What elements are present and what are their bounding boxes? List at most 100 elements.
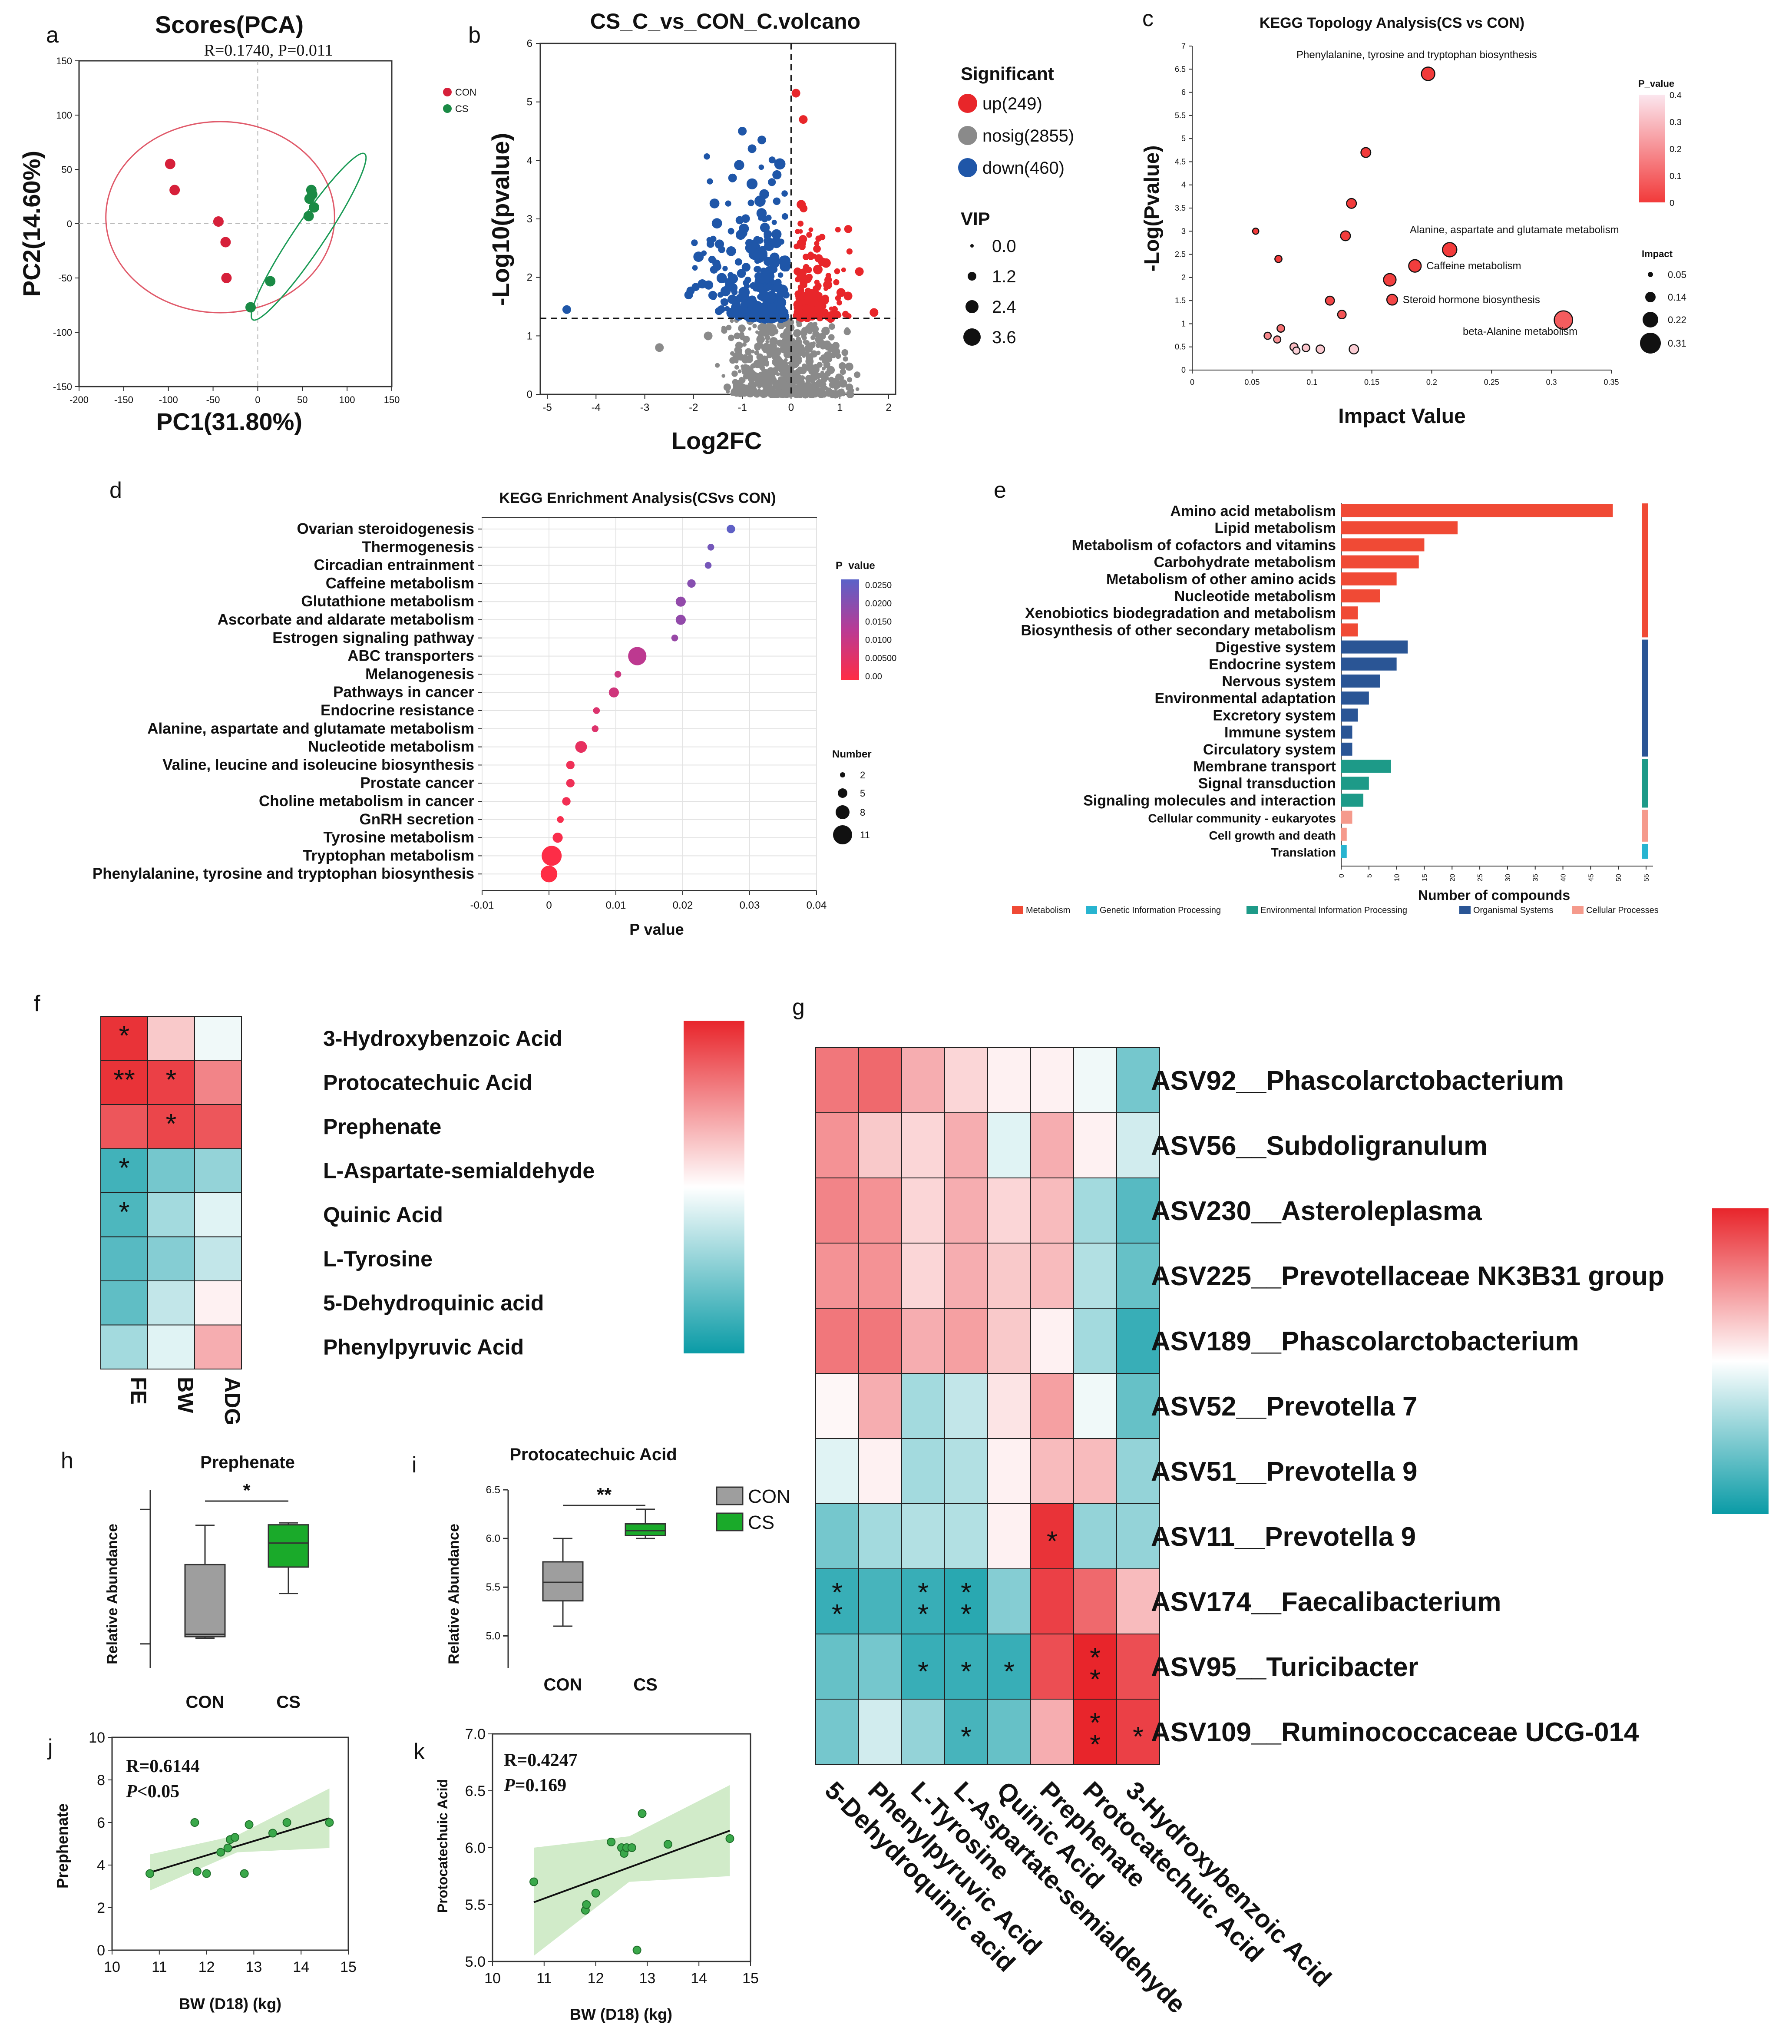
volcano-point-up <box>794 243 800 250</box>
volcano-point-down <box>750 282 757 289</box>
classification-xtick-label: 25 <box>1477 874 1484 882</box>
volcano-legend-title: Significant <box>961 63 1054 84</box>
heatmap-g-cell <box>987 1503 1031 1569</box>
corr-point <box>245 1820 254 1829</box>
heatmap-g-cell <box>987 1112 1031 1178</box>
enrichment-xtick-label: -0.01 <box>470 900 494 911</box>
corr-k-xlabel: BW (D18) (kg) <box>570 2005 672 2023</box>
enrichment-point <box>608 687 619 698</box>
classification-category-label: Environmental adaptation <box>1155 690 1336 707</box>
topology-ytick-label: 2 <box>1181 273 1186 282</box>
volcano-point-up <box>824 276 832 284</box>
legend-cs-box <box>716 1512 744 1531</box>
heatmap-g-row-label: ASV109__Ruminococcaceae UCG-014 <box>1151 1717 1639 1747</box>
volcano-point-down <box>704 280 714 290</box>
enrichment-xtick-label: 0.01 <box>606 900 626 911</box>
classification-legend-swatch <box>1012 906 1023 914</box>
volcano-point-down <box>769 279 775 285</box>
heatmap-g-cell <box>1030 1568 1074 1634</box>
corr-point <box>216 1848 225 1857</box>
heatmap-g-cell <box>1030 1503 1074 1569</box>
volcano-point-down <box>750 298 758 307</box>
enrichment-category-label: Thermogenesis <box>362 539 474 556</box>
volcano-point-up <box>841 267 846 272</box>
volcano-point-down <box>717 305 725 314</box>
pca-point-con <box>213 216 224 227</box>
enrichment-pvalue-tick: 0.0150 <box>865 617 892 627</box>
panel-letter-f: f <box>34 991 40 1016</box>
volcano-ytick-label: 4 <box>527 155 532 166</box>
classification-category-label: Nucleotide metabolism <box>1174 588 1336 605</box>
classification-bar <box>1341 760 1391 773</box>
volcano-point-down <box>743 279 750 286</box>
volcano-point-down <box>784 265 790 272</box>
volcano-point-down <box>757 273 767 284</box>
corr-point <box>607 1837 616 1846</box>
volcano-point-nosig <box>655 343 664 352</box>
volcano-point-nosig <box>739 390 744 395</box>
heatmap-g-row-label: ASV174__Faecalibacterium <box>1151 1587 1501 1617</box>
volcano-point-nosig <box>752 324 757 328</box>
enrichment-point <box>675 596 686 607</box>
heatmap-g-cell <box>944 1243 988 1309</box>
corr-point <box>627 1843 636 1852</box>
corr-xtick-label: 15 <box>340 1959 357 1975</box>
volcano-point-down <box>762 313 769 321</box>
heatmap-g-cell <box>815 1373 859 1439</box>
volcano-point-up <box>805 305 813 313</box>
volcano-point-down <box>761 216 768 223</box>
corr-point <box>223 1843 232 1852</box>
volcano-point-up <box>799 235 807 244</box>
legend-down-label: down(460) <box>982 159 1065 178</box>
classification-category-label: Circulatory system <box>1203 741 1336 758</box>
corr-xtick-label: 13 <box>245 1959 262 1975</box>
volcano-point-up <box>823 309 829 314</box>
heatmap-g-cell <box>1030 1047 1074 1113</box>
topology-point <box>1340 230 1351 241</box>
volcano-point-up <box>836 300 842 306</box>
volcano-point-nosig <box>793 388 801 397</box>
volcano-point-down <box>746 178 758 189</box>
enrichment-category-label: Melanogenesis <box>365 665 474 682</box>
volcano-point-nosig <box>822 358 827 364</box>
heatmap-g-star: * <box>961 1721 972 1752</box>
heatmap-f-cell <box>194 1148 242 1193</box>
enrichment-xtick-label: 0.04 <box>807 900 827 911</box>
volcano-point-nosig <box>823 340 831 348</box>
volcano-point-down <box>766 272 775 281</box>
volcano-point-nosig <box>770 341 777 348</box>
volcano-point-up <box>823 286 828 291</box>
heatmap-g-cell <box>1073 1177 1117 1244</box>
volcano-ytick-label: 6 <box>527 38 532 50</box>
panel-letter-e: e <box>994 478 1006 503</box>
enrichment-category-label: GnRH secretion <box>360 811 475 828</box>
enrichment-point <box>566 779 575 787</box>
classification-category-label: Translation <box>1271 846 1336 859</box>
heatmap-g-cell <box>1030 1243 1074 1309</box>
heatmap-g-cell <box>815 1177 859 1244</box>
topology-point-label: Steroid hormone biosynthesis <box>1403 294 1540 306</box>
enrichment-category-label: Caffeine metabolism <box>326 575 474 592</box>
boxplot-box-con <box>542 1561 584 1602</box>
heatmap-g-cell <box>1116 1503 1160 1569</box>
volcano-point-nosig <box>741 364 744 368</box>
volcano-point-up <box>797 272 804 280</box>
volcano-point-nosig <box>739 383 746 390</box>
corr-j-frame <box>111 1736 349 1951</box>
volcano-point-nosig <box>824 392 829 396</box>
enrichment-point <box>592 725 599 732</box>
panel-k-correlation: 10 11 12 13 14 15 5.0 5.5 6.0 6.5 7.0 R=0.4247 P=0… <box>435 1726 759 2023</box>
topology-point <box>1360 147 1372 158</box>
classification-xtick-label: 0 <box>1338 874 1346 878</box>
corr-point <box>282 1818 291 1827</box>
heatmap-g-cell <box>1116 1568 1160 1634</box>
classification-group-strip <box>1642 844 1648 859</box>
enrichment-category-label: Circadian entrainment <box>314 557 474 574</box>
enrichment-xtick-label: 0.02 <box>673 900 693 911</box>
volcano-point-nosig <box>809 342 814 347</box>
panel-letter-a: a <box>46 23 59 48</box>
heatmap-g-star: * <box>918 1598 929 1630</box>
topology-pvalue-colorbar <box>1639 95 1665 202</box>
heatmap-g-cell <box>1116 1308 1160 1374</box>
volcano-point-down <box>738 127 747 136</box>
